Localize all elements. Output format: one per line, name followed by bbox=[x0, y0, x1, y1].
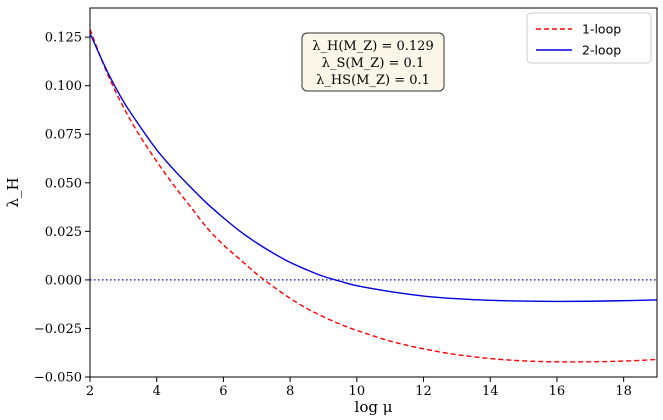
legend-label-2-loop: 2-loop bbox=[582, 43, 621, 58]
y-tick-label: 0.125 bbox=[45, 31, 82, 46]
x-tick-label: 12 bbox=[415, 384, 432, 399]
y-tick-label: −0.025 bbox=[34, 322, 82, 337]
plot-frame bbox=[89, 7, 658, 378]
annotation-frame bbox=[301, 32, 445, 92]
x-tick-label: 18 bbox=[615, 384, 632, 399]
legend: 1-loop 2-loop bbox=[526, 12, 652, 64]
annotation-box: λ_H(M_Z) = 0.129 λ_S(M_Z) = 0.1 λ_HS(M_Z… bbox=[301, 32, 445, 92]
plot-content bbox=[89, 29, 658, 363]
y-tick-label: 0.025 bbox=[45, 225, 82, 240]
annotation-line: λ_HS(M_Z) = 0.1 bbox=[316, 73, 430, 88]
y-tick-label: 0.000 bbox=[45, 273, 82, 288]
y-tick-label: −0.050 bbox=[34, 371, 82, 386]
legend-label-1-loop: 1-loop bbox=[582, 22, 621, 37]
annotation-line: λ_S(M_Z) = 0.1 bbox=[322, 56, 424, 71]
y-axis-ticks: −0.050 −0.025 0.000 0.025 0.050 0.075 0.100 0.1… bbox=[34, 31, 90, 386]
series-line-2-loop bbox=[89, 32, 658, 303]
y-axis-label: λ_H bbox=[4, 177, 22, 207]
x-tick-label: 6 bbox=[219, 384, 227, 399]
x-tick-label: 4 bbox=[153, 384, 161, 399]
x-tick-label: 2 bbox=[86, 384, 94, 399]
y-tick-label: 0.050 bbox=[45, 176, 82, 191]
annotation-line: λ_H(M_Z) = 0.129 bbox=[312, 39, 433, 54]
y-tick-label: 0.100 bbox=[45, 79, 82, 94]
x-tick-label: 10 bbox=[349, 384, 366, 399]
x-tick-label: 16 bbox=[549, 384, 566, 399]
y-tick-label: 0.075 bbox=[45, 128, 82, 143]
x-axis-ticks: 2 4 6 8 10 12 14 16 18 bbox=[86, 377, 632, 399]
x-axis-label: log μ bbox=[355, 398, 393, 416]
x-tick-label: 8 bbox=[286, 384, 294, 399]
x-tick-label: 14 bbox=[482, 384, 499, 399]
